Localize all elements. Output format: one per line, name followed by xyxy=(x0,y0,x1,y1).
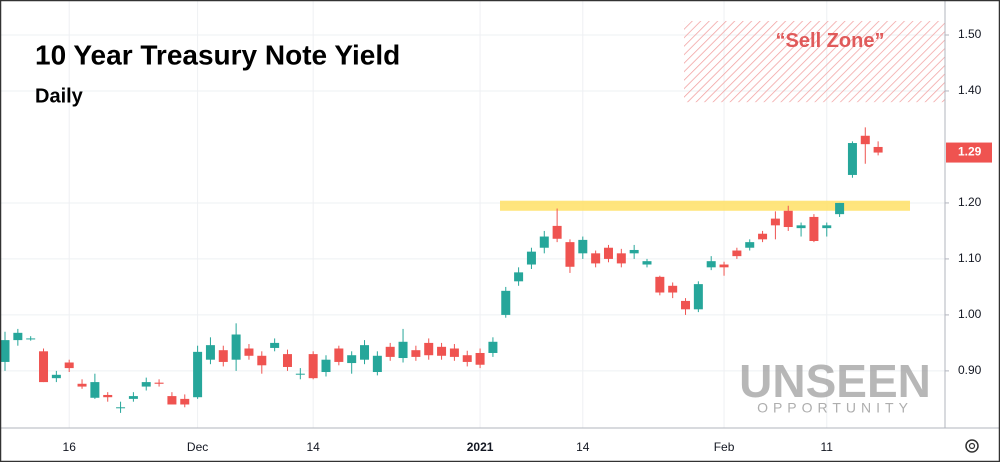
candle-body xyxy=(732,250,742,257)
candle-body xyxy=(578,239,588,254)
candle-body xyxy=(668,285,678,293)
candle-body xyxy=(642,261,652,265)
candle-body xyxy=(565,242,575,267)
settings-icon[interactable] xyxy=(965,439,979,453)
x-tick-label: Dec xyxy=(187,440,208,454)
x-tick-label: 2021 xyxy=(467,440,494,454)
y-tick-label: 1.00 xyxy=(958,307,982,321)
candle-body xyxy=(706,261,716,268)
candle-body xyxy=(552,225,562,239)
candle-body xyxy=(424,342,434,356)
candle-body xyxy=(603,247,613,259)
candle-body xyxy=(385,346,395,357)
chart-subtitle: Daily xyxy=(35,85,84,107)
watermark-subtitle: OPPORTUNITY xyxy=(757,400,913,416)
x-tick-label: 11 xyxy=(821,440,834,454)
candle-body xyxy=(180,398,190,405)
candle-body xyxy=(822,225,832,229)
candle-body xyxy=(462,355,472,362)
x-tick-label: 14 xyxy=(306,440,320,454)
watermark-title: UNSEEN xyxy=(739,355,931,407)
candle-body xyxy=(141,382,151,387)
candle-body xyxy=(693,284,703,310)
x-tick-label: 16 xyxy=(63,440,77,454)
candle-body xyxy=(244,348,254,356)
candle-body xyxy=(116,407,126,409)
candle-body xyxy=(437,346,447,356)
candle-body xyxy=(745,242,755,248)
candle-body xyxy=(13,332,23,341)
candle-body xyxy=(334,348,344,362)
candle-body xyxy=(655,276,665,293)
candle-body xyxy=(51,374,61,379)
candle-body xyxy=(308,354,318,379)
candle-body xyxy=(26,338,36,340)
candle-body xyxy=(681,300,691,310)
y-tick-label: 1.20 xyxy=(958,195,982,209)
x-tick-label: Feb xyxy=(714,440,735,454)
candle-body xyxy=(39,351,49,383)
candle-body xyxy=(629,249,639,254)
candle-body xyxy=(616,253,626,264)
price-tag xyxy=(946,142,992,163)
candle-body xyxy=(539,236,549,248)
sell-zone xyxy=(684,20,945,103)
sell-zone-label: “Sell Zone” xyxy=(776,30,885,52)
candle-body xyxy=(514,272,524,282)
candle-body xyxy=(835,202,845,215)
candle-body xyxy=(90,382,100,398)
price-tag-label: 1.29 xyxy=(958,145,982,159)
y-tick-label: 1.50 xyxy=(958,27,982,41)
candle-body xyxy=(873,146,883,153)
candle-body xyxy=(77,383,87,387)
candle-body xyxy=(64,362,74,369)
candle-body xyxy=(783,210,793,228)
candle-body xyxy=(128,396,138,399)
candle-body xyxy=(205,345,215,360)
candle-body xyxy=(282,354,292,367)
y-tick-label: 0.90 xyxy=(958,363,982,377)
candle-body xyxy=(411,350,421,357)
candle-body xyxy=(231,334,241,360)
y-tick-label: 1.10 xyxy=(958,251,982,265)
candle-body xyxy=(809,216,819,242)
candle-body xyxy=(167,396,177,405)
candle-body xyxy=(501,290,511,315)
y-tick-label: 1.40 xyxy=(958,83,982,97)
chart-title: 10 Year Treasury Note Yield xyxy=(35,39,400,70)
candle-body xyxy=(270,342,280,348)
candle-body xyxy=(321,359,331,373)
candle-body xyxy=(770,218,780,226)
candle-body xyxy=(591,253,601,264)
candle-body xyxy=(295,373,305,375)
candle-body xyxy=(0,340,10,362)
candle-body xyxy=(257,355,267,366)
candle-body xyxy=(360,345,370,360)
candle-body xyxy=(488,341,498,353)
x-tick-label: 14 xyxy=(576,440,590,454)
candle-body xyxy=(449,348,459,357)
candle-body xyxy=(218,350,228,362)
candle-body xyxy=(193,351,203,398)
candle-body xyxy=(719,264,729,268)
candle-body xyxy=(847,143,857,175)
candle-body xyxy=(526,251,536,265)
candle-body xyxy=(758,233,768,240)
candle-body xyxy=(154,382,164,384)
resistance-band xyxy=(500,200,910,211)
candle-body xyxy=(103,394,113,398)
candle-body xyxy=(398,341,408,359)
candle-body xyxy=(796,225,806,229)
candle-body xyxy=(860,135,870,145)
candle-body xyxy=(372,355,382,373)
candle-body xyxy=(347,355,357,364)
candle-body xyxy=(475,352,485,365)
